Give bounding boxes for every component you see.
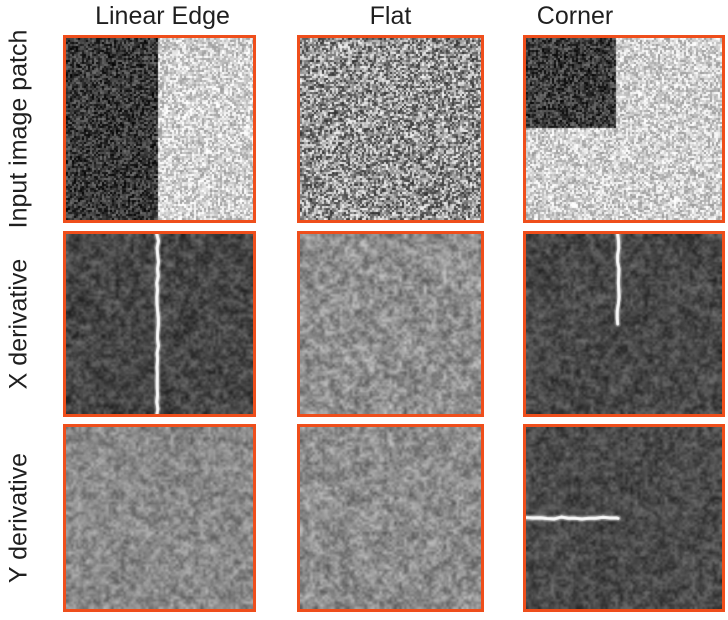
noise-canvas-xderiv-linear-edge <box>66 234 253 414</box>
row-label-x-derivative: X derivative <box>4 258 33 390</box>
patch-input-flat <box>297 35 484 223</box>
noise-canvas-xderiv-corner <box>526 234 722 414</box>
row-label-y-derivative: Y derivative <box>4 452 33 584</box>
noise-canvas-yderiv-linear-edge <box>66 427 253 609</box>
column-header-corner: Corner <box>536 2 614 30</box>
column-header-linear-edge: Linear Edge <box>95 2 230 30</box>
patch-yderiv-corner <box>523 424 725 612</box>
patch-yderiv-flat <box>297 424 484 612</box>
patch-xderiv-corner <box>523 231 725 417</box>
patch-xderiv-flat <box>297 231 484 417</box>
patch-xderiv-linear-edge <box>63 231 256 417</box>
noise-canvas-input-linear-edge <box>66 38 253 220</box>
patch-yderiv-linear-edge <box>63 424 256 612</box>
patch-input-linear-edge <box>63 35 256 223</box>
noise-canvas-xderiv-flat <box>300 234 481 414</box>
noise-canvas-yderiv-flat <box>300 427 481 609</box>
noise-canvas-input-corner <box>526 38 722 220</box>
column-header-flat: Flat <box>369 2 412 30</box>
noise-canvas-yderiv-corner <box>526 427 722 609</box>
patch-input-corner <box>523 35 725 223</box>
row-label-input-image-patch: Input image patch <box>4 29 33 229</box>
noise-canvas-input-flat <box>300 38 481 220</box>
